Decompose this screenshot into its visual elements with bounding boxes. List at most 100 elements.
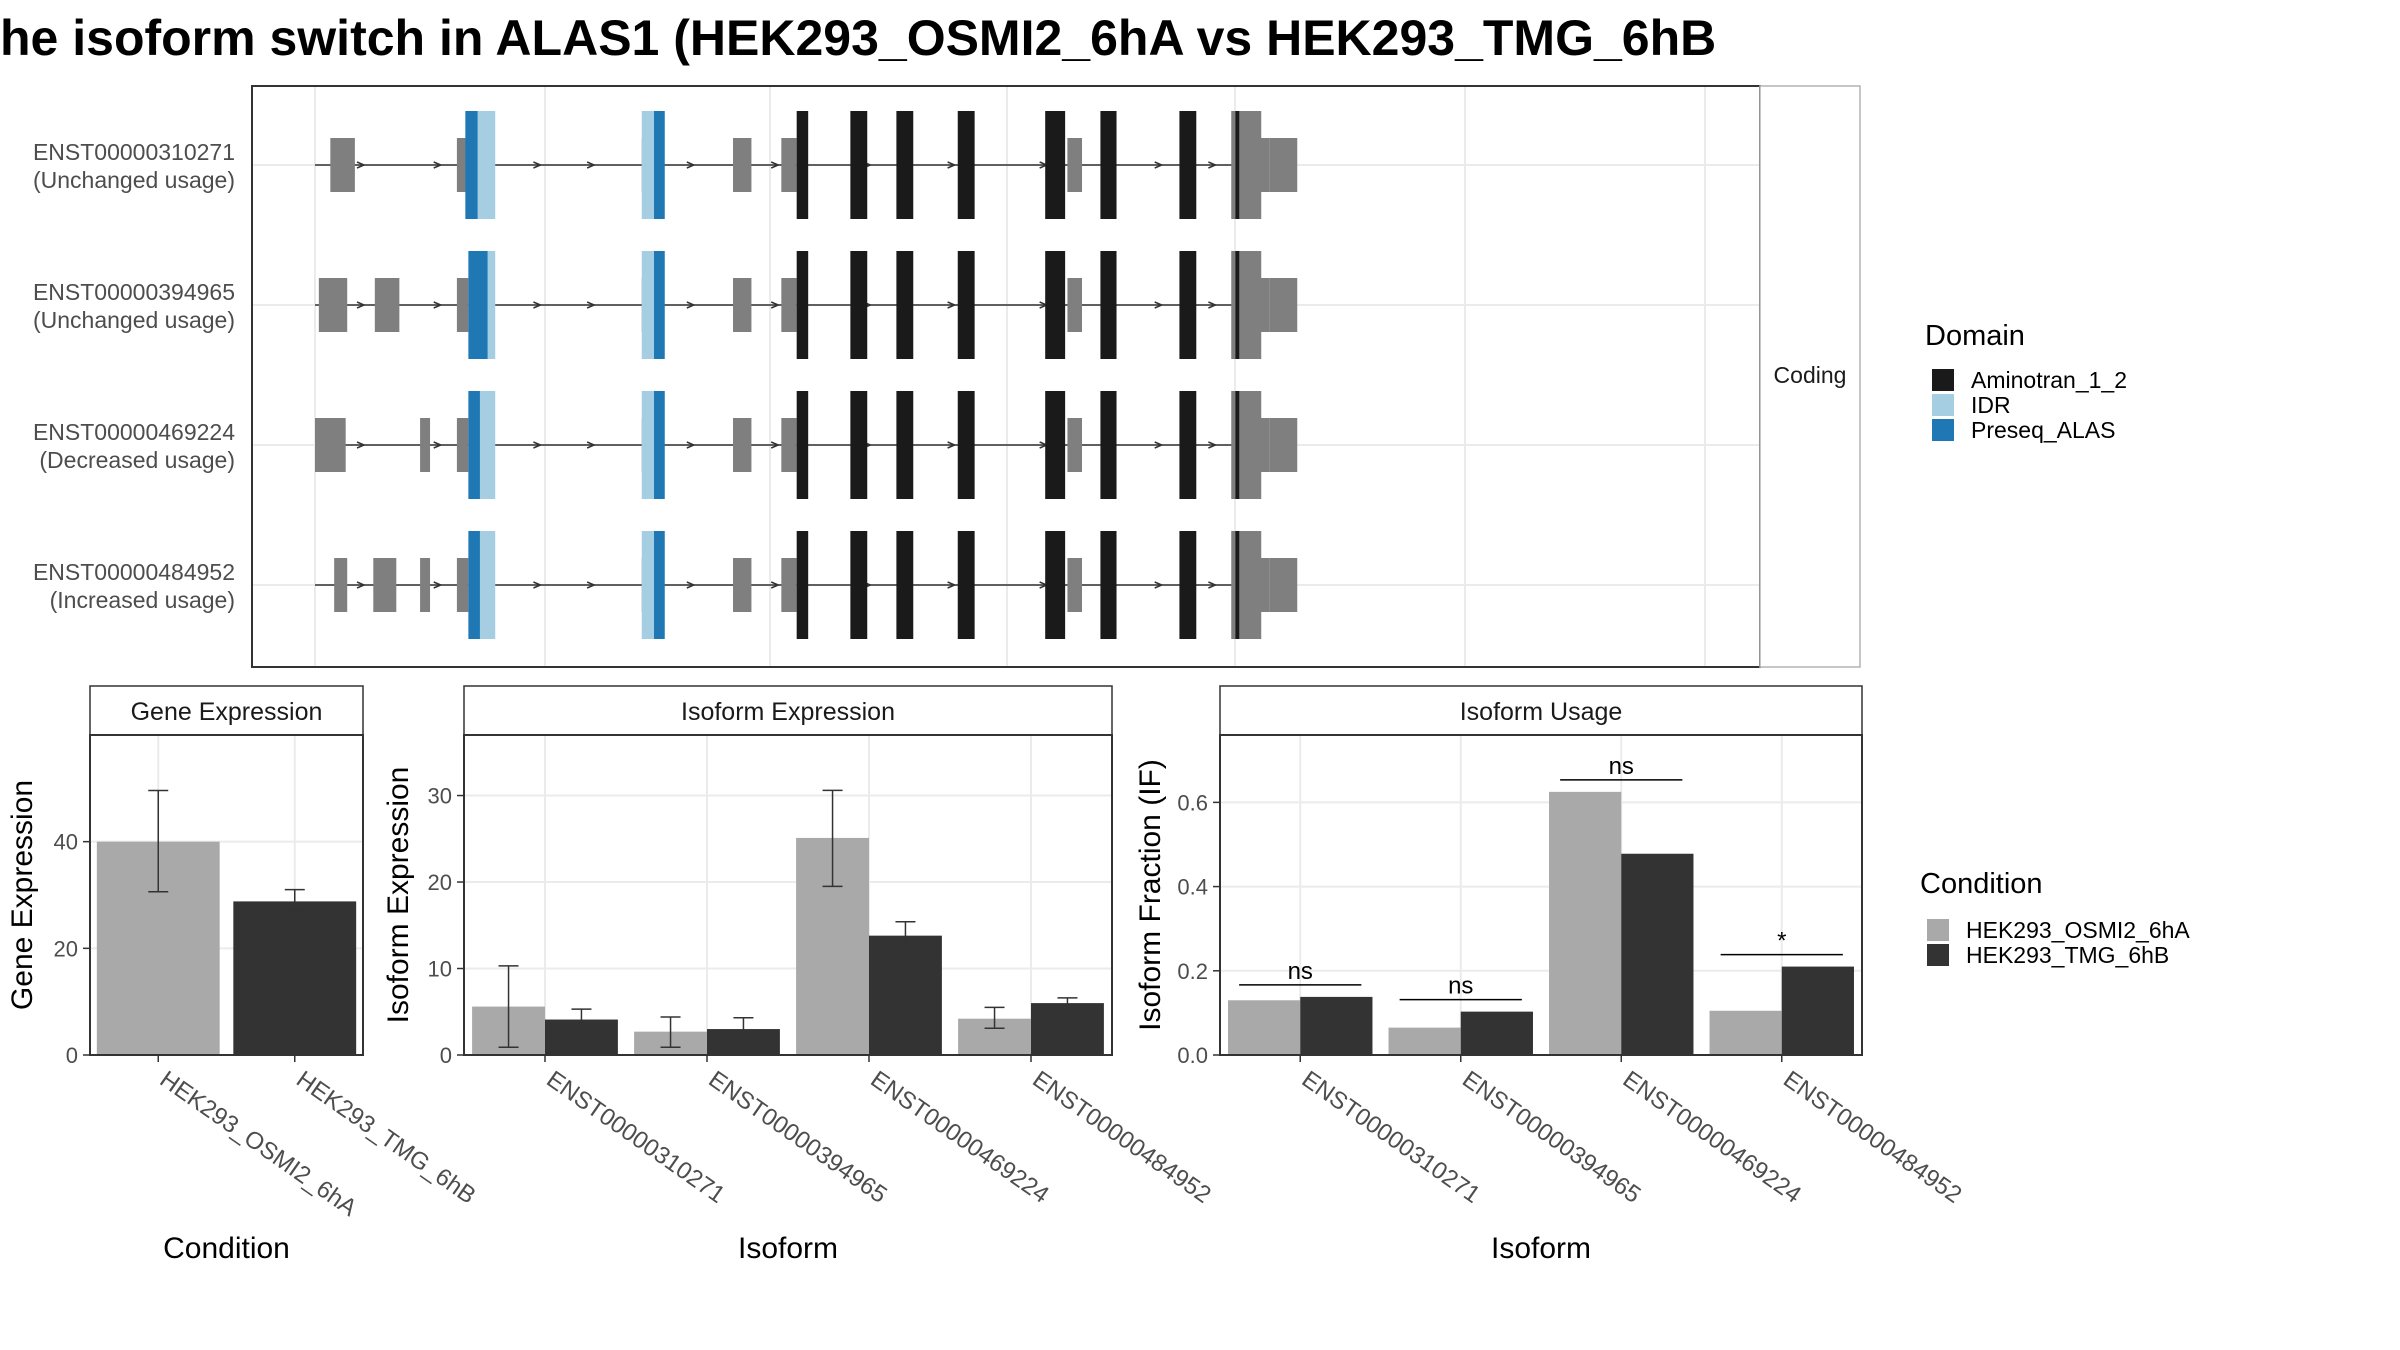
noncoding-exon bbox=[456, 418, 469, 472]
strand-arrow bbox=[947, 301, 957, 309]
x-tick-label: ENST00000394965 bbox=[704, 1066, 892, 1209]
strand-arrow bbox=[947, 581, 957, 589]
domain-legend-key bbox=[1932, 419, 1954, 441]
aminotran-domain bbox=[850, 531, 868, 639]
aminotran-domain bbox=[957, 531, 975, 639]
isoform-track-ENST00000484952 bbox=[315, 531, 1298, 639]
bar bbox=[1549, 791, 1622, 1055]
strip-background bbox=[1759, 85, 1861, 668]
isoform-track-ENST00000469224 bbox=[315, 391, 1298, 499]
strand-arrow bbox=[356, 441, 366, 449]
preseq-alas-domain bbox=[468, 251, 488, 359]
noncoding-exon bbox=[1067, 418, 1083, 472]
plot-border bbox=[1219, 734, 1863, 1056]
noncoding-exon bbox=[318, 278, 348, 332]
noncoding-exon bbox=[1067, 278, 1083, 332]
preseq-alas-domain bbox=[465, 111, 478, 219]
y-tick-label: 0.6 bbox=[1177, 790, 1208, 815]
bar bbox=[1388, 1027, 1461, 1055]
strand-arrow bbox=[947, 161, 957, 169]
noncoding-exon bbox=[733, 138, 752, 192]
aminotran-domain bbox=[1045, 251, 1066, 359]
x-tick-label: ENST00000484952 bbox=[1028, 1066, 1216, 1209]
bar bbox=[1300, 996, 1373, 1055]
idr-domain bbox=[641, 111, 655, 219]
panel-title: Isoform Expression bbox=[681, 698, 895, 726]
noncoding-exon bbox=[334, 558, 348, 612]
y-tick-label: 0.4 bbox=[1177, 875, 1208, 900]
y-axis-title: Isoform Expression bbox=[382, 767, 415, 1024]
preseq-alas-domain bbox=[654, 531, 665, 639]
isoform-track-ENST00000310271 bbox=[315, 111, 1298, 219]
domain-legend-label: Preseq_ALAS bbox=[1971, 417, 2115, 443]
gene-expression-chart: Gene Expression02040HEK293_OSMI2_6hAHEK2… bbox=[6, 685, 481, 1265]
noncoding-exon bbox=[330, 138, 355, 192]
y-tick-label: 0 bbox=[66, 1043, 78, 1068]
noncoding-exon bbox=[1067, 558, 1083, 612]
strand-arrow bbox=[1154, 161, 1164, 169]
noncoding-exon bbox=[781, 278, 797, 332]
isoform-row-labels: ENST00000310271(Unchanged usage)ENST0000… bbox=[33, 139, 235, 613]
domain-legend-key bbox=[1932, 394, 1954, 416]
idr-domain bbox=[641, 391, 655, 499]
aminotran-domain bbox=[850, 391, 868, 499]
domain-legend-label: IDR bbox=[1971, 392, 2011, 418]
aminotran-domain bbox=[1100, 531, 1117, 639]
bar bbox=[869, 935, 942, 1055]
noncoding-exon bbox=[733, 558, 752, 612]
aminotran-domain bbox=[1179, 251, 1197, 359]
condition-legend-title: Condition bbox=[1920, 868, 2043, 900]
strand-arrow bbox=[770, 581, 781, 589]
domain-legend-label: Aminotran_1_2 bbox=[1971, 367, 2127, 393]
isoform-status-label: (Increased usage) bbox=[50, 587, 235, 613]
x-axis-title: Condition bbox=[163, 1232, 290, 1265]
x-axis-title: Isoform bbox=[1491, 1232, 1591, 1265]
aminotran-domain bbox=[1100, 111, 1117, 219]
strand-arrow bbox=[1208, 161, 1218, 169]
strand-arrow bbox=[433, 441, 443, 449]
aminotran-domain bbox=[1179, 531, 1197, 639]
strand-arrow bbox=[686, 581, 696, 589]
strand-arrow bbox=[356, 161, 366, 169]
noncoding-exon bbox=[1067, 138, 1083, 192]
strand-arrow bbox=[433, 581, 443, 589]
noncoding-exon bbox=[1269, 558, 1298, 612]
strand-arrow bbox=[1208, 441, 1218, 449]
aminotran-domain bbox=[957, 391, 975, 499]
strand-arrow bbox=[770, 441, 781, 449]
domain-legend-key bbox=[1932, 369, 1954, 391]
strand-arrow bbox=[1154, 581, 1164, 589]
isoform-structure-panel: Coding bbox=[251, 85, 1861, 668]
aminotran-domain bbox=[1235, 251, 1240, 359]
panel-strip bbox=[89, 685, 364, 736]
aminotran-domain bbox=[1045, 531, 1066, 639]
plot-border bbox=[463, 734, 1113, 1056]
y-tick-label: 0.0 bbox=[1177, 1043, 1208, 1068]
x-axis-title: Isoform bbox=[738, 1232, 838, 1265]
aminotran-domain bbox=[896, 391, 914, 499]
aminotran-domain bbox=[1235, 391, 1240, 499]
aminotran-domain bbox=[850, 251, 868, 359]
bar bbox=[1228, 1000, 1301, 1055]
aminotran-domain bbox=[850, 111, 868, 219]
noncoding-exon bbox=[1269, 278, 1298, 332]
noncoding-exon bbox=[373, 558, 397, 612]
strand-arrow bbox=[770, 161, 781, 169]
idr-domain bbox=[641, 531, 655, 639]
bar bbox=[233, 901, 357, 1055]
strand-arrow bbox=[586, 161, 597, 169]
aminotran-domain bbox=[1045, 111, 1066, 219]
isoform-expression-chart: Isoform Expression 0 10 20 30 ENST00000310271… bbox=[382, 685, 1216, 1265]
strand-arrow bbox=[533, 161, 543, 169]
preseq-alas-domain bbox=[654, 111, 665, 219]
aminotran-domain bbox=[796, 391, 809, 499]
plot-background bbox=[464, 735, 1112, 1055]
aminotran-domain bbox=[896, 111, 914, 219]
preseq-alas-domain bbox=[654, 251, 665, 359]
aminotran-domain bbox=[1045, 391, 1066, 499]
aminotran-domain bbox=[957, 111, 975, 219]
aminotran-domain bbox=[1179, 391, 1197, 499]
noncoding-exon bbox=[781, 558, 797, 612]
strand-arrow bbox=[356, 581, 366, 589]
